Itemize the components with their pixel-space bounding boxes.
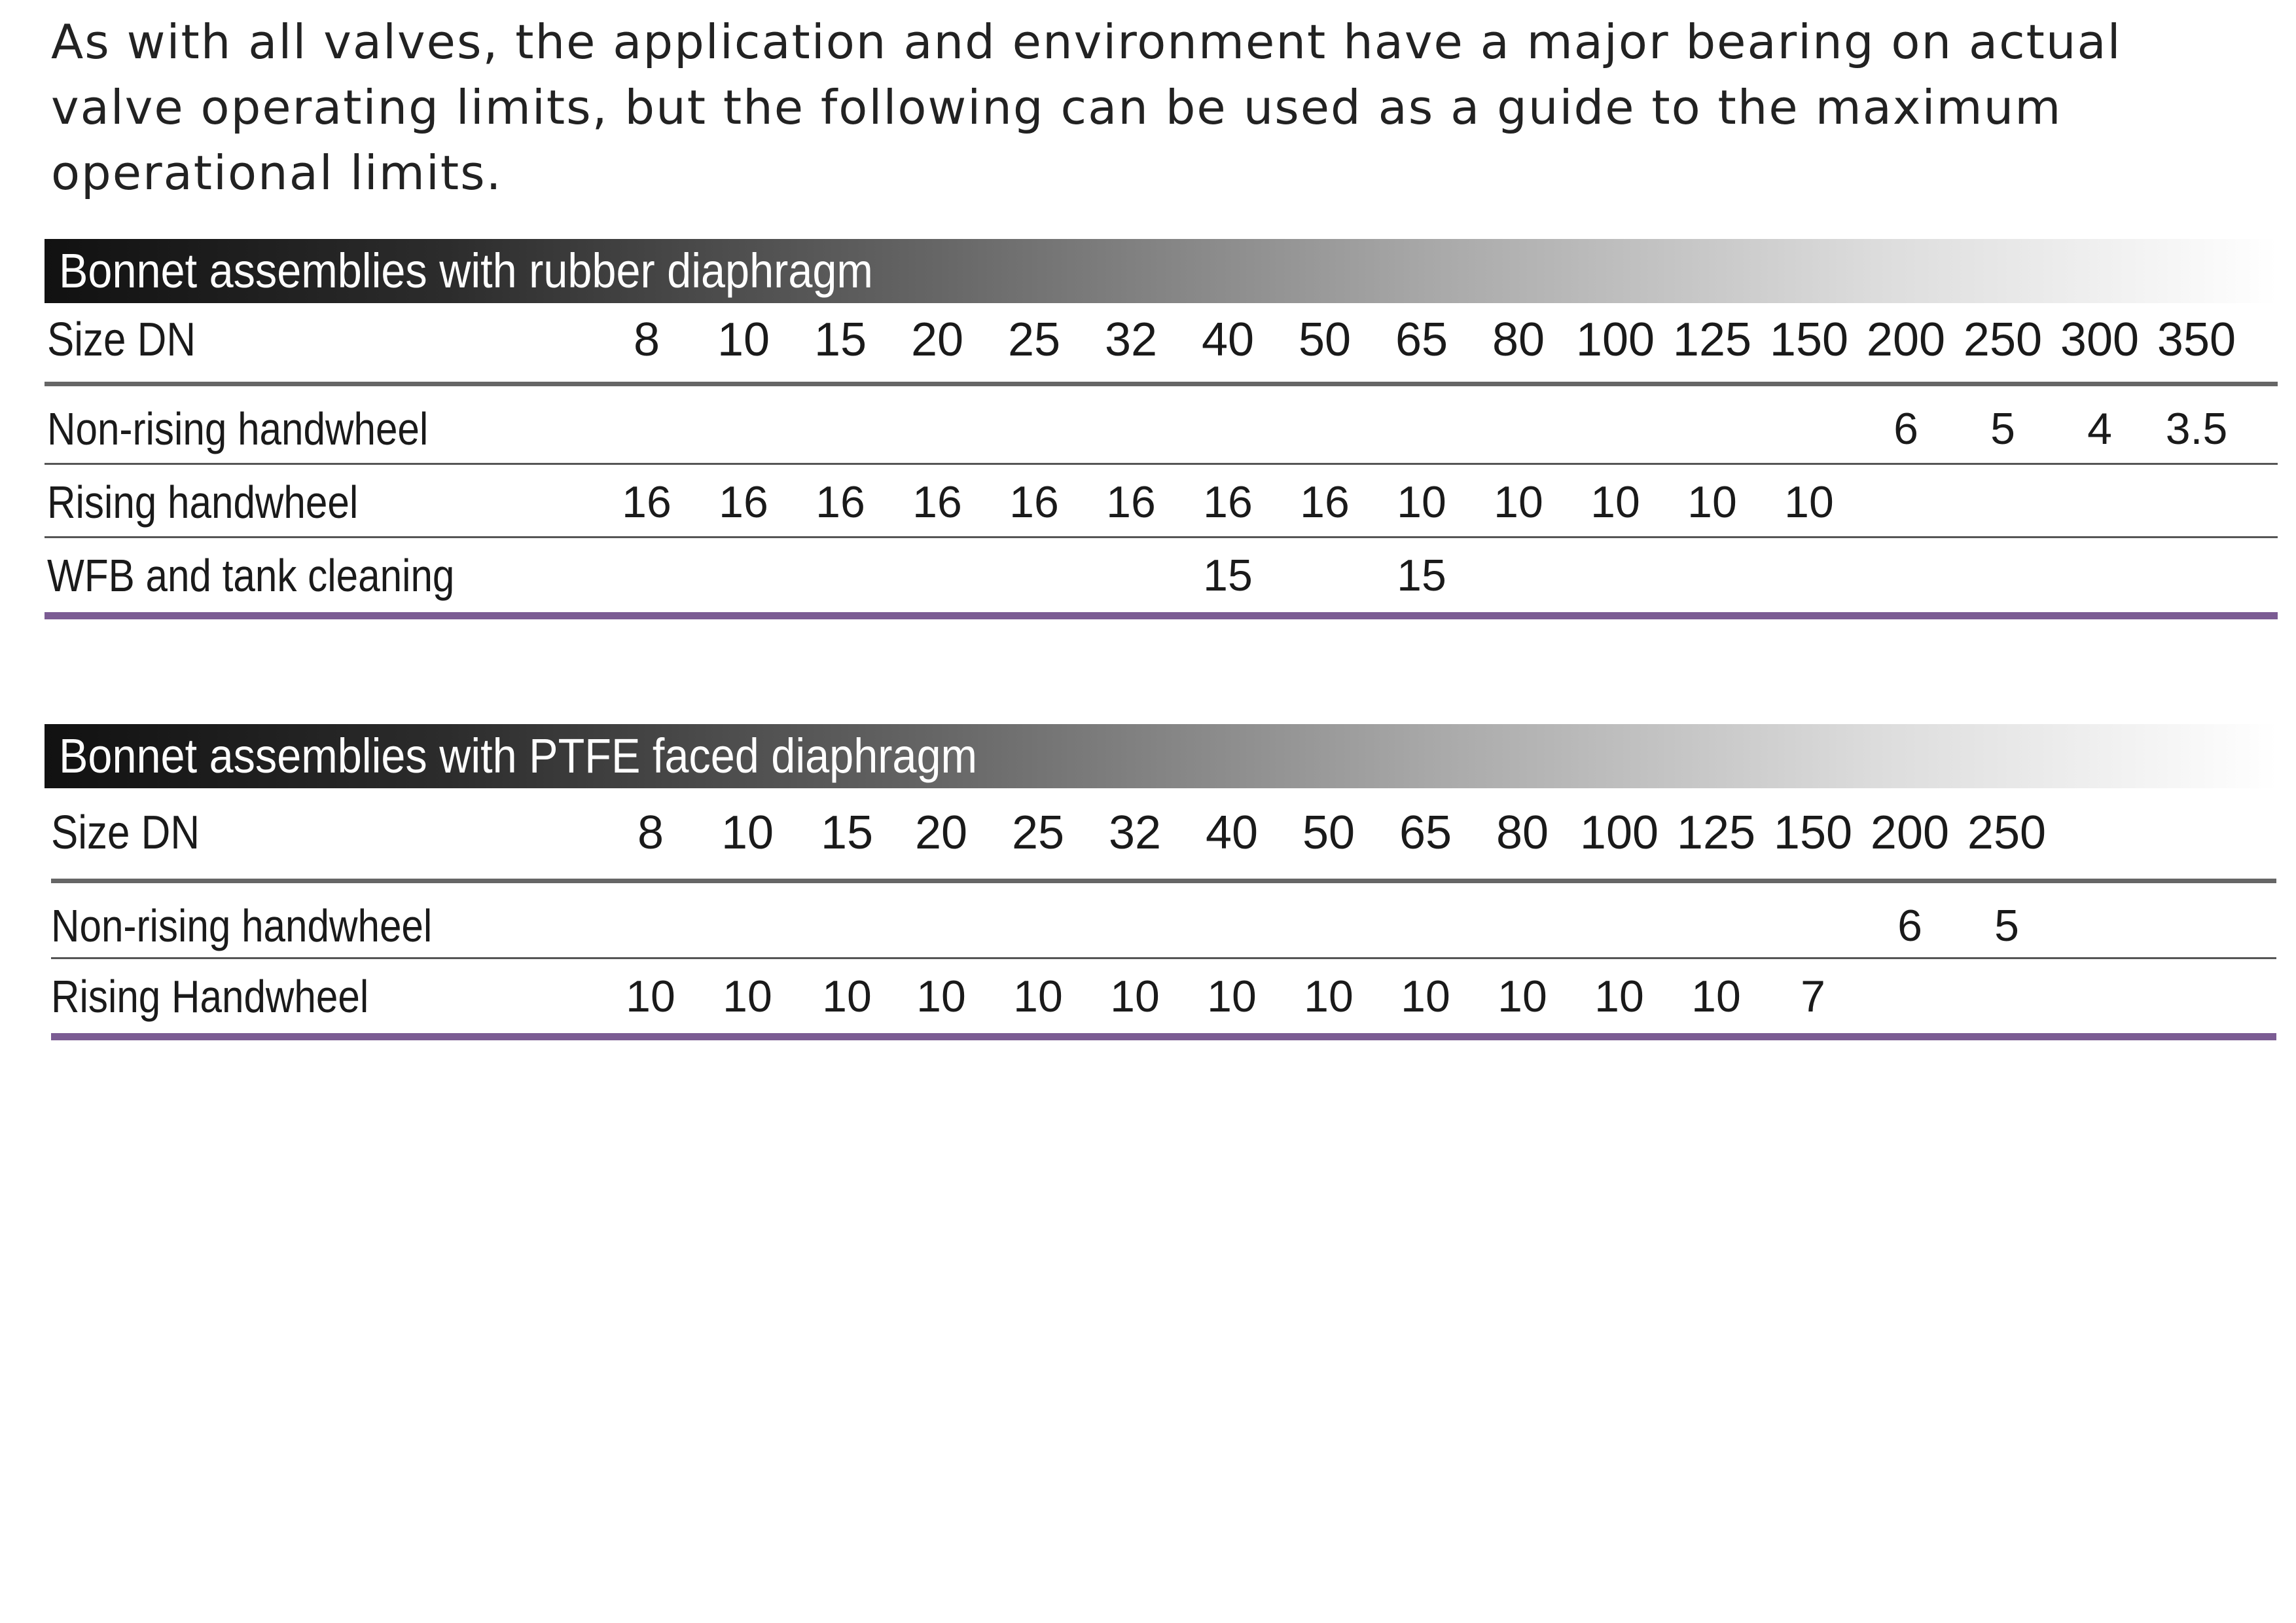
table-rubber-diaphragm: Bonnet assemblies with rubber diaphragm … <box>45 239 2278 632</box>
size-cell: 8 <box>633 314 660 366</box>
table-row: Non-rising handwheel 6 5 4 3.5 <box>47 392 2278 465</box>
value-cell: 10 <box>1691 972 1741 1021</box>
size-cell: 10 <box>717 314 770 366</box>
size-cell: 32 <box>1108 807 1162 859</box>
value-cell: 10 <box>1498 972 1547 1021</box>
section-header: Bonnet assemblies with rubber diaphragm <box>45 239 2278 303</box>
value-cell: 10 <box>822 972 872 1021</box>
value-cell: 10 <box>1494 477 1543 527</box>
size-cell: 150 <box>1773 807 1853 859</box>
size-cell: 8 <box>637 807 664 859</box>
size-cell: 250 <box>1967 807 2047 859</box>
value-cell: 16 <box>719 477 768 527</box>
value-cell: 16 <box>1203 477 1253 527</box>
size-cell: 10 <box>721 807 774 859</box>
row-divider <box>51 957 2276 959</box>
row-label: Non-rising handwheel <box>51 900 433 951</box>
value-cell: 15 <box>1397 551 1446 600</box>
value-cell: 10 <box>723 972 772 1021</box>
value-cell: 10 <box>916 972 966 1021</box>
header-rule <box>51 879 2276 883</box>
size-cell: 20 <box>910 314 964 366</box>
value-cell: 16 <box>1106 477 1156 527</box>
size-cell: 25 <box>1007 314 1061 366</box>
size-cell: 250 <box>1963 314 2043 366</box>
size-header-row: Size DN 8 10 15 20 25 32 40 50 65 80 100… <box>47 303 2278 376</box>
section-header: Bonnet assemblies with PTFE faced diaphr… <box>45 724 2278 788</box>
size-cell: 300 <box>2060 314 2140 366</box>
value-cell: 10 <box>1207 972 1257 1021</box>
value-cell: 16 <box>912 477 962 527</box>
size-cell: 65 <box>1395 314 1448 366</box>
value-cell: 10 <box>1401 972 1450 1021</box>
value-cell: 10 <box>1110 972 1160 1021</box>
table-ptfe-diaphragm: Bonnet assemblies with PTFE faced diaphr… <box>45 724 2278 1051</box>
size-cell: 100 <box>1579 807 1659 859</box>
value-cell: 4 <box>2087 404 2112 454</box>
size-cell: 125 <box>1676 807 1756 859</box>
table-row: Non-rising handwheel 6 5 <box>51 889 2276 962</box>
size-cell: 200 <box>1870 807 1950 859</box>
value-cell: 10 <box>1304 972 1354 1021</box>
table-bottom-rule <box>45 612 2278 619</box>
table-row: WFB and tank cleaning 15 15 <box>47 539 2278 612</box>
size-cell: 40 <box>1201 314 1255 366</box>
row-divider <box>45 536 2278 538</box>
table-row: Rising Handwheel 10 10 10 10 10 10 10 10… <box>51 960 2276 1033</box>
value-cell: 10 <box>1013 972 1063 1021</box>
size-cell: 50 <box>1302 807 1355 859</box>
value-cell: 3.5 <box>2165 404 2228 454</box>
value-cell: 7 <box>1801 972 1825 1021</box>
row-label: Rising handwheel <box>47 477 359 528</box>
value-cell: 10 <box>626 972 675 1021</box>
value-cell: 6 <box>1897 901 1922 951</box>
row-divider <box>45 463 2278 465</box>
value-cell: 16 <box>622 477 672 527</box>
size-cell: 40 <box>1205 807 1259 859</box>
value-cell: 16 <box>1300 477 1350 527</box>
size-header-row: Size DN 8 10 15 20 25 32 40 50 65 80 100… <box>51 796 2276 869</box>
value-cell: 5 <box>1990 404 2015 454</box>
size-cell: 200 <box>1866 314 1946 366</box>
size-cell: 65 <box>1399 807 1452 859</box>
size-cell: 125 <box>1672 314 1752 366</box>
section-title: Bonnet assemblies with PTFE faced diaphr… <box>59 729 978 783</box>
size-cell: 25 <box>1011 807 1065 859</box>
size-cell: 15 <box>814 314 867 366</box>
value-cell: 10 <box>1687 477 1737 527</box>
size-cell: 150 <box>1769 314 1849 366</box>
size-cell: 50 <box>1298 314 1352 366</box>
size-cell: 80 <box>1496 807 1549 859</box>
value-cell: 10 <box>1397 477 1446 527</box>
table-row: Rising handwheel 16 16 16 16 16 16 16 16… <box>47 465 2278 539</box>
size-dn-label: Size DN <box>51 807 200 859</box>
size-cell: 15 <box>820 807 874 859</box>
row-label: Rising Handwheel <box>51 971 369 1022</box>
row-label: WFB and tank cleaning <box>47 550 455 601</box>
value-cell: 6 <box>1893 404 1918 454</box>
value-cell: 10 <box>1590 477 1640 527</box>
value-cell: 16 <box>816 477 865 527</box>
size-cell: 80 <box>1492 314 1545 366</box>
section-title: Bonnet assemblies with rubber diaphragm <box>59 244 873 298</box>
size-cell: 100 <box>1575 314 1655 366</box>
value-cell: 16 <box>1009 477 1059 527</box>
header-rule <box>45 382 2278 386</box>
row-label: Non-rising handwheel <box>47 403 429 454</box>
intro-paragraph: As with all valves, the application and … <box>51 14 2122 200</box>
size-dn-label: Size DN <box>47 314 196 366</box>
value-cell: 5 <box>1994 901 2019 951</box>
size-cell: 20 <box>914 807 968 859</box>
table-bottom-rule <box>51 1033 2276 1040</box>
value-cell: 10 <box>1594 972 1644 1021</box>
value-cell: 10 <box>1784 477 1834 527</box>
size-cell: 350 <box>2157 314 2236 366</box>
value-cell: 15 <box>1203 551 1253 600</box>
size-cell: 32 <box>1104 314 1158 366</box>
